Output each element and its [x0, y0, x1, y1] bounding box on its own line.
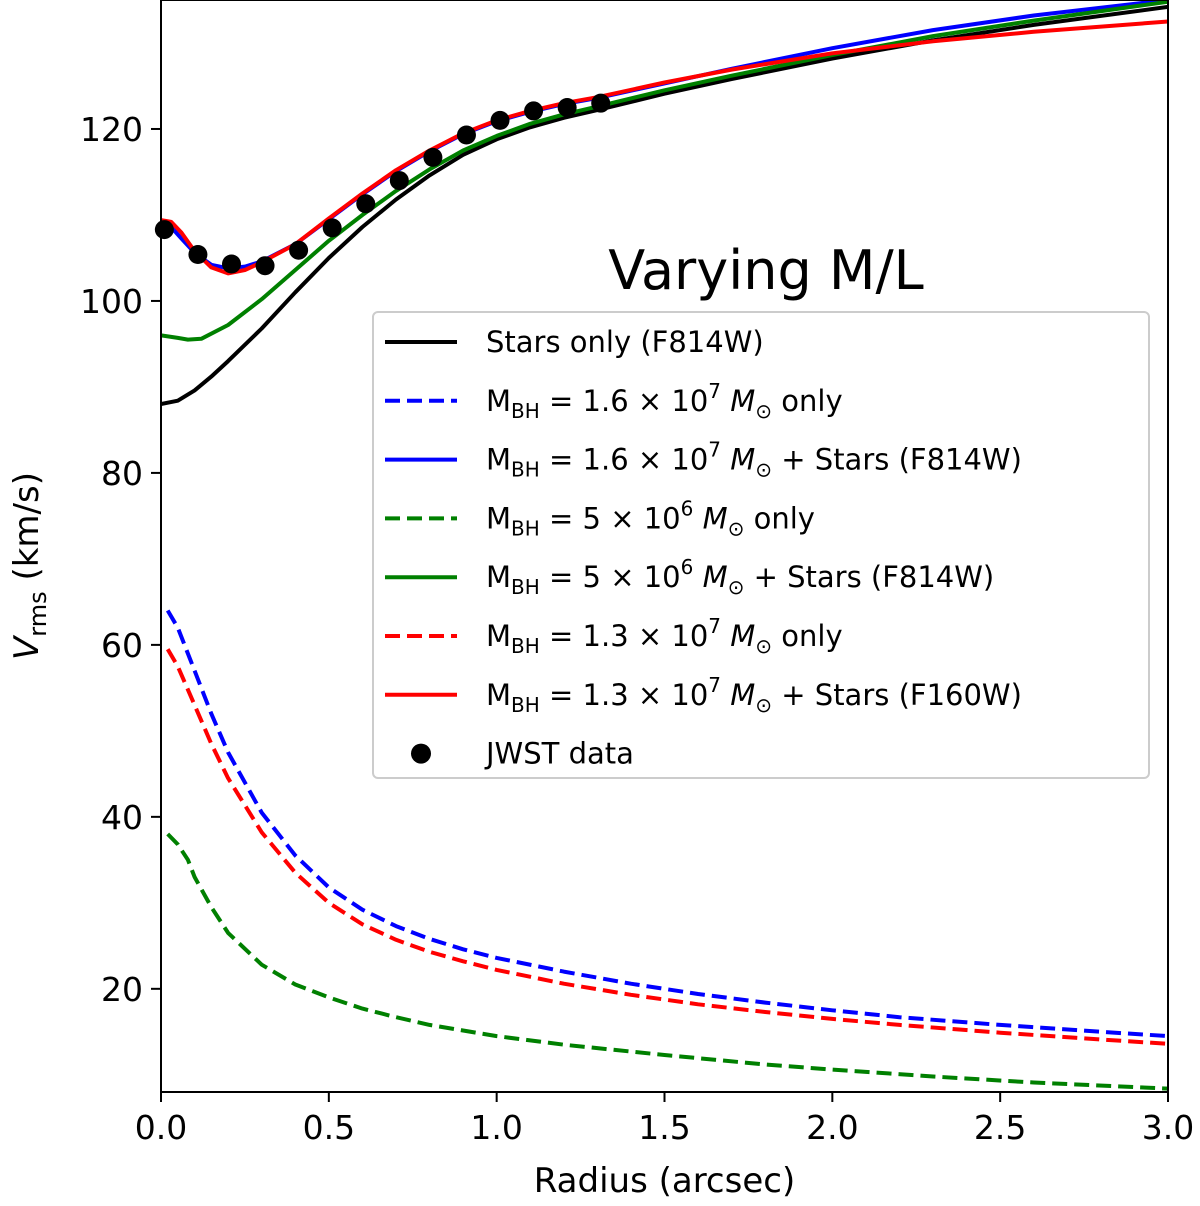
legend-entry-3: MBH = 1.6 × 107 M⊙ + Stars (F814W)	[486, 438, 1022, 482]
jwst-data-point-4	[255, 256, 275, 276]
series-line-5	[161, 0, 1168, 342]
y-tick-label: 20	[101, 970, 143, 1009]
legend-entry-1: Stars only (F814W)	[486, 325, 764, 359]
x-tick-label: 3.0	[1142, 1108, 1194, 1147]
y-tick-label: 120	[80, 110, 143, 149]
y-tick-label: 100	[80, 282, 143, 321]
jwst-data-point-12	[524, 101, 544, 121]
y-tick-label: 40	[101, 798, 143, 837]
series-line-2	[165, 609, 1168, 1039]
legend-marker	[411, 743, 431, 764]
y-tick-label: 80	[101, 454, 143, 493]
jwst-data-point-14	[591, 93, 611, 113]
y-axis-label: Vrms (km/s)	[7, 472, 52, 660]
y-axis-ticks: 20 40 60 80 100 120	[80, 110, 161, 1009]
x-tick-label: 2.0	[806, 1108, 858, 1147]
y-axis-label-sub: rms	[24, 591, 52, 636]
series-line-7	[161, 19, 1168, 276]
jwst-data-point-9	[423, 147, 443, 167]
plot-lines	[161, 0, 1168, 1091]
jwst-data-point-1	[154, 220, 174, 240]
y-tick-label: 60	[101, 626, 143, 665]
jwst-data-point-3	[221, 254, 241, 274]
legend-box	[372, 311, 1150, 779]
legend-entry-5: MBH = 5 × 106 M⊙ + Stars (F814W)	[486, 555, 994, 599]
x-tick-label: 1.0	[470, 1108, 522, 1147]
y-axis-label-unit: (km/s)	[7, 472, 47, 591]
jwst-data-point-7	[356, 194, 376, 214]
annotation-varying-ml: Varying M/L	[608, 239, 924, 302]
jwst-data-markers	[154, 93, 611, 276]
x-tick-label: 1.5	[638, 1108, 690, 1147]
jwst-data-point-2	[188, 245, 208, 265]
legend-entry-2: MBH = 1.6 × 107 M⊙ only	[486, 379, 843, 423]
jwst-data-point-5	[289, 240, 309, 260]
y-axis-label-main: V	[7, 634, 47, 660]
x-axis-ticks: 0.0 0.5 1.0 1.5 2.0 2.5 3.0	[135, 1092, 1194, 1147]
x-axis-label: Radius (arcsec)	[534, 1161, 795, 1201]
legend-entry-4: MBH = 5 × 106 M⊙ only	[486, 496, 815, 540]
series-line-4	[166, 832, 1168, 1091]
legend-entry-7: MBH = 1.3 × 107 M⊙ + Stars (F160W)	[486, 673, 1022, 717]
jwst-data-point-13	[557, 97, 577, 117]
legend: Stars only (F814W) MBH = 1.6 × 107 M⊙ onl…	[372, 311, 1150, 779]
jwst-data-point-8	[389, 171, 409, 191]
series-line-6	[165, 648, 1168, 1046]
x-tick-label: 0.5	[303, 1108, 355, 1147]
jwst-data-point-11	[490, 110, 510, 130]
x-tick-label: 0.0	[135, 1108, 187, 1147]
series-line-1	[161, 4, 1168, 407]
legend-entry-6: MBH = 1.3 × 107 M⊙ only	[486, 614, 843, 658]
x-tick-label: 2.5	[974, 1108, 1026, 1147]
jwst-data-point-10	[456, 125, 476, 145]
jwst-data-point-6	[322, 218, 342, 238]
legend-entry-8: JWST data	[484, 737, 634, 771]
series-line-3	[161, 0, 1168, 271]
